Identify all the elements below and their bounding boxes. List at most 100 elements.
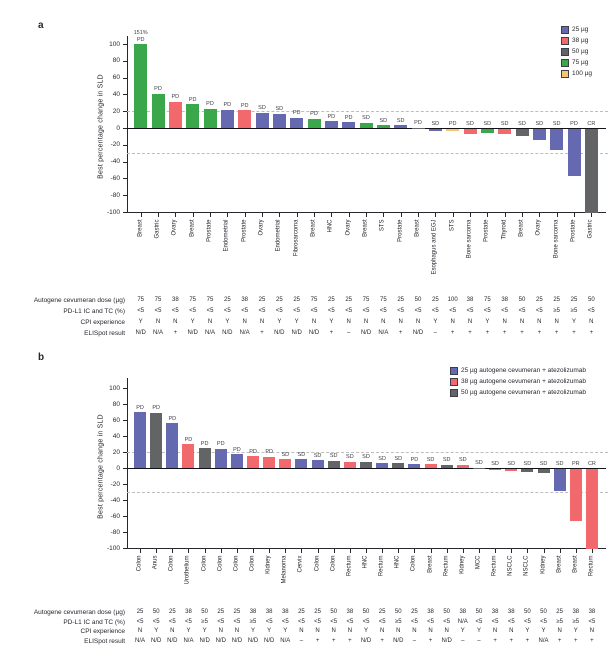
bar [428,129,442,131]
table-cell: N/A [538,638,549,644]
table-row-label: CPI experience [80,628,125,635]
bar [505,469,518,471]
x-tick-mark [204,549,206,553]
x-tick-mark [511,549,513,553]
table-cell: <5 [293,308,301,314]
table-cell: 25 [169,609,176,615]
table-cell: – [412,638,417,644]
table-cell: 38 [588,609,596,615]
y-tick-label: -20 [110,141,120,149]
reference-line [127,452,608,453]
bar [376,125,390,128]
table-cell: Y [460,628,465,634]
response-label: PD [199,101,221,108]
y-tick-mark [123,420,127,421]
table-cell: + [572,330,576,336]
y-axis-line [127,36,128,212]
x-tick-mark [495,549,497,553]
x-axis-label: Prostate [397,219,404,242]
x-tick-mark [574,213,575,217]
table-cell: <5 [171,308,179,314]
table-cell: N [381,319,386,325]
table-cell: 25 [535,297,543,303]
table-cell: 38 [466,297,474,303]
table-cell: N [519,319,525,325]
x-axis-label: Prostate [241,219,248,242]
table-cell: Y [294,319,299,325]
bar [311,460,324,468]
x-tick-mark [418,213,419,217]
response-label: PD [182,97,204,104]
table-cell: Y [190,319,195,325]
table-cell: 38 [241,297,248,303]
x-tick-mark [227,213,229,217]
table-cell: 25 [411,609,418,615]
table-cell: <5 [154,308,162,314]
table-cell: 38 [185,609,192,615]
table-cell: 75 [483,297,491,303]
response-code: SD [362,454,370,461]
x-tick-mark [470,213,471,217]
table-row-label: Autogene cevumeran dose (µg) [33,297,125,304]
table-cell: N [363,319,369,325]
x-tick-mark [262,213,263,217]
x-axis-label: Ovary [258,219,265,236]
table-cell: N/A [239,330,250,336]
x-tick-mark [172,549,174,553]
response-label: PD [407,120,429,127]
bar [376,463,389,468]
legend-swatch [561,37,569,45]
y-tick-label: -80 [110,191,120,199]
response-label: SD [390,118,412,125]
x-axis-label: HNC [327,219,334,232]
x-tick-mark [220,549,222,553]
legend-swatch [561,70,569,78]
bar [255,112,269,128]
table-cell: 25 [327,297,335,303]
y-tick-label: 100 [109,384,120,392]
legend-label: 25 µg autogene cevumeran + atezolizumab [461,366,586,374]
table-cell: 38 [249,609,257,615]
x-axis-label: Colon [217,555,224,571]
bar [456,464,469,468]
table-cell: + [468,330,472,336]
response-code: PD [154,86,162,93]
table-cell: 25 [136,609,144,615]
table-cell: 50 [587,297,595,303]
bar [307,118,321,128]
x-axis-label: Breast [572,555,579,573]
response-code: SD [431,120,440,127]
bar [230,454,243,468]
table-cell: – [461,638,465,644]
y-tick-label: 80 [112,400,120,408]
x-axis-label: HNC [362,555,369,568]
table-cell: 38 [501,297,508,303]
x-tick-mark [487,213,489,217]
x-axis-label: Prostate [206,219,213,242]
response-code: SD [507,460,516,467]
x-axis-label: Urothelium [184,555,191,585]
table-cell: + [502,330,507,336]
table-cell: + [493,638,497,644]
table-cell: <5 [217,619,225,625]
table-cell: <5 [152,619,160,625]
response-label: SD [307,453,329,460]
table-cell: <5 [535,308,543,314]
table-cell: Y [541,628,546,634]
response-label: 151% PD [130,30,152,43]
table-cell: 75 [189,297,196,303]
response-code: SD [500,120,509,127]
table-cell: <5 [588,619,596,625]
x-tick-mark [210,213,211,217]
bar [515,129,529,137]
table-cell: N [428,628,433,634]
legend-swatch [561,26,569,34]
bar [480,129,494,133]
x-axis-label: Breast [518,219,525,237]
table-cell: Y [525,628,530,634]
x-tick-mark [414,549,416,553]
y-tick-mark [123,468,127,469]
table-cell: 25 [570,297,578,303]
bar [489,469,502,471]
response-code: SD [281,451,290,458]
